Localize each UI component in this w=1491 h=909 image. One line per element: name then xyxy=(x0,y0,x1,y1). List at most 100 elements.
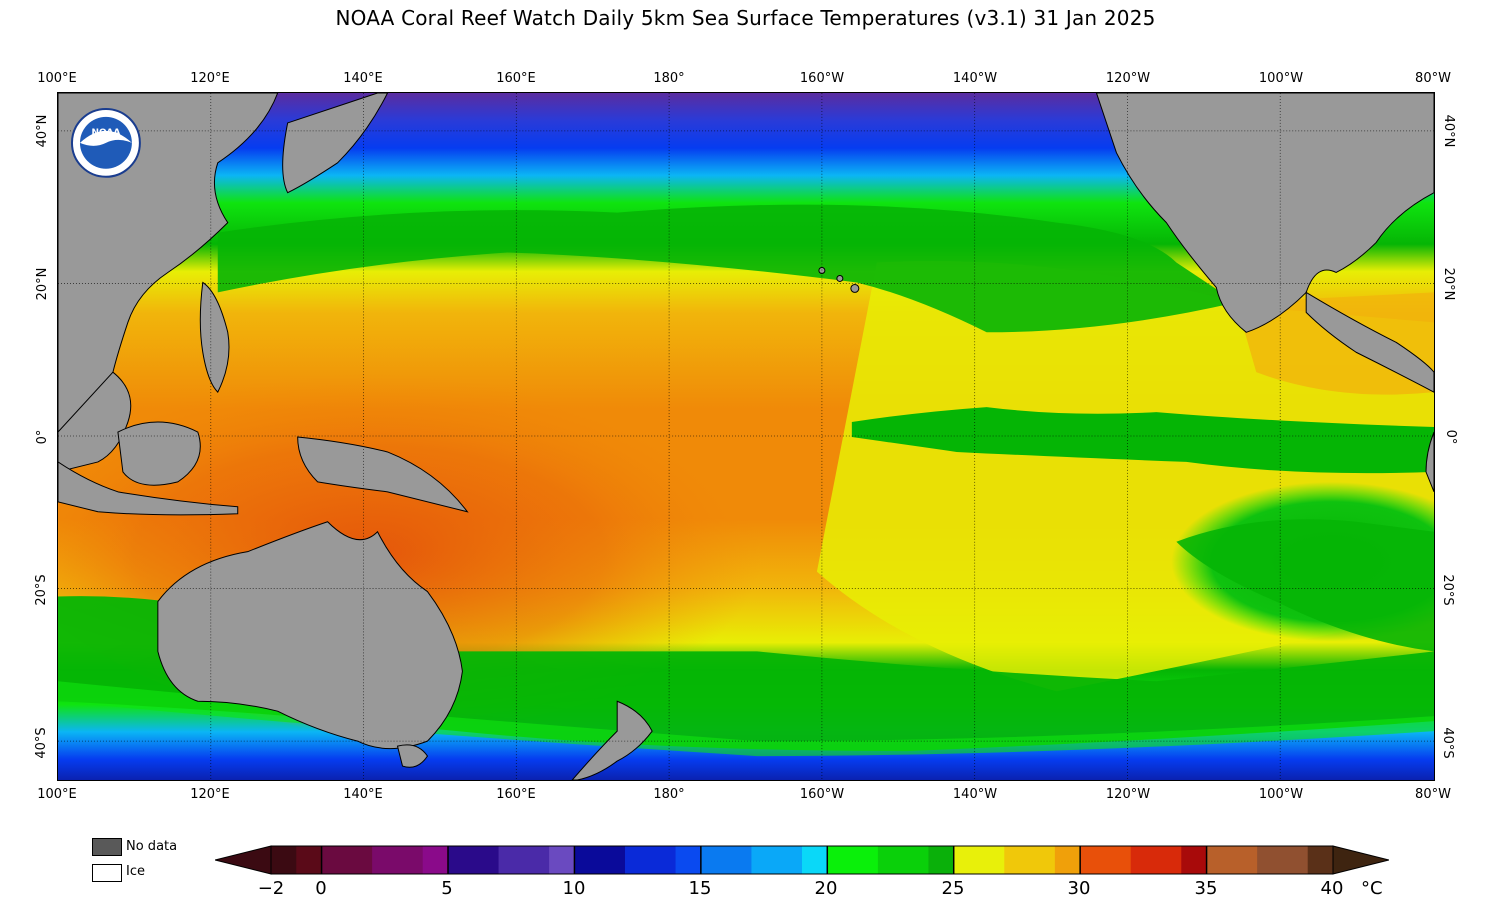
colorbar-segment xyxy=(827,846,879,874)
colorbar-segment xyxy=(1181,846,1208,874)
lon-label-bottom: 160°W xyxy=(799,787,845,802)
indochina-peninsula xyxy=(58,371,132,473)
colorbar-segment xyxy=(1054,846,1081,874)
lon-label-top: 160°W xyxy=(799,71,845,86)
colorbar-tick: 0 xyxy=(315,878,327,899)
lat-label-right: 40°N xyxy=(1440,114,1456,148)
hawaii-islands xyxy=(850,283,860,293)
lat-label-right: 20°S xyxy=(1440,574,1456,606)
colorbar-segment xyxy=(422,846,449,874)
colorbar-segment xyxy=(625,846,677,874)
australia-land xyxy=(157,521,463,749)
philippines xyxy=(199,281,230,393)
central-america xyxy=(1305,291,1434,393)
lon-label-bottom: 160°E xyxy=(496,787,536,802)
eastern-orange-patch xyxy=(1236,292,1434,395)
colorbar-segment xyxy=(1004,846,1056,874)
colorbar-segment xyxy=(802,846,828,874)
hawaii-islands xyxy=(836,274,844,282)
north-green-band xyxy=(217,204,1237,333)
new-zealand xyxy=(571,700,653,780)
colorbar-segment xyxy=(372,846,424,874)
colorbar-segment xyxy=(675,846,702,874)
lat-label-left: 20°N xyxy=(34,267,50,301)
tasmania xyxy=(396,744,429,768)
colorbar-tick: 5 xyxy=(441,878,453,899)
colorbar-segment xyxy=(1307,846,1334,874)
lon-label-top: 120°W xyxy=(1105,71,1151,86)
colorbar-segment xyxy=(1080,846,1132,874)
lon-label-bottom: 120°W xyxy=(1105,787,1151,802)
lon-label-bottom: 120°E xyxy=(190,787,230,802)
colorbar-segment xyxy=(271,846,297,874)
southeast-green-region xyxy=(1176,519,1434,652)
colorbar-tick: 25 xyxy=(941,878,965,899)
lon-label-bottom: 140°W xyxy=(952,787,998,802)
nodata-label: No data xyxy=(126,839,178,854)
colorbar-segment xyxy=(574,846,626,874)
colorbar-segment xyxy=(448,846,500,874)
lon-label-top: 140°E xyxy=(343,71,383,86)
lon-label-top: 140°W xyxy=(952,71,998,86)
lon-label-top: 160°E xyxy=(496,71,536,86)
colorbar-segments xyxy=(271,846,1334,874)
lon-label-top: 100°E xyxy=(37,71,77,86)
south-america-coast xyxy=(1425,431,1434,493)
colorbar-segment xyxy=(296,846,323,874)
lat-label-left: 40°S xyxy=(34,727,50,759)
lon-label-bottom: 140°E xyxy=(343,787,383,802)
lon-label-top: 180° xyxy=(653,71,685,86)
colorbar-low-extend xyxy=(215,845,272,875)
southern-light-green xyxy=(58,681,1434,757)
colorbar-tick: 15 xyxy=(688,878,712,899)
lat-label-right: 40°S xyxy=(1440,727,1456,759)
nodata-swatch xyxy=(92,838,122,856)
colorbar-segment xyxy=(700,846,752,874)
lon-label-bottom: 180° xyxy=(653,787,685,802)
borneo xyxy=(117,421,201,486)
colorbar-tick: −2 xyxy=(257,878,285,899)
colorbar-segment xyxy=(877,846,929,874)
lon-label-bottom: 100°E xyxy=(37,787,77,802)
colorbar-tick: 40 xyxy=(1320,878,1344,899)
colorbar-frame xyxy=(270,845,1334,875)
lon-label-top: 120°E xyxy=(190,71,230,86)
sumatra-java xyxy=(58,461,239,516)
lon-label-top: 80°W xyxy=(1415,71,1451,86)
lon-label-top: 100°W xyxy=(1258,71,1304,86)
colorbar-tick: 10 xyxy=(562,878,586,899)
colorbar-segment xyxy=(1130,846,1182,874)
noaa-logo: NOAA xyxy=(70,107,141,178)
colorbar-tick: 30 xyxy=(1067,878,1091,899)
colorbar-segment xyxy=(321,846,373,874)
lat-label-left: 20°S xyxy=(34,574,50,606)
colorbar-high-extend xyxy=(1332,845,1389,875)
north-america-land xyxy=(1095,93,1434,333)
colorbar-segment xyxy=(953,846,1005,874)
equatorial-cold-tongue xyxy=(851,407,1434,474)
noaa-logo-text: NOAA xyxy=(92,128,121,138)
colorbar-segment xyxy=(928,846,955,874)
colorbar-segment xyxy=(751,846,803,874)
colorbar-unit: °C xyxy=(1361,878,1383,899)
colorbar-tick: 20 xyxy=(814,878,838,899)
colorbar-segment xyxy=(498,846,550,874)
map-title: NOAA Coral Reef Watch Daily 5km Sea Surf… xyxy=(335,6,1156,30)
colorbar-segment xyxy=(1257,846,1309,874)
colorbar-tick: 35 xyxy=(1194,878,1218,899)
colorbar xyxy=(215,845,1389,875)
new-guinea xyxy=(297,436,469,513)
sst-map: NOAA xyxy=(57,92,1435,781)
colorbar-segment xyxy=(549,846,575,874)
lat-label-left: 40°N xyxy=(34,114,50,148)
lon-label-bottom: 100°W xyxy=(1258,787,1304,802)
lat-label-right: 0° xyxy=(1442,429,1458,445)
colorbar-segment xyxy=(1206,846,1258,874)
lat-label-right: 20°N xyxy=(1440,267,1456,301)
lon-label-bottom: 80°W xyxy=(1415,787,1451,802)
japan-islands xyxy=(282,93,389,194)
ice-label: Ice xyxy=(126,864,145,879)
ice-swatch xyxy=(92,864,122,882)
lat-label-left: 0° xyxy=(34,429,50,445)
graticule xyxy=(58,93,1434,780)
